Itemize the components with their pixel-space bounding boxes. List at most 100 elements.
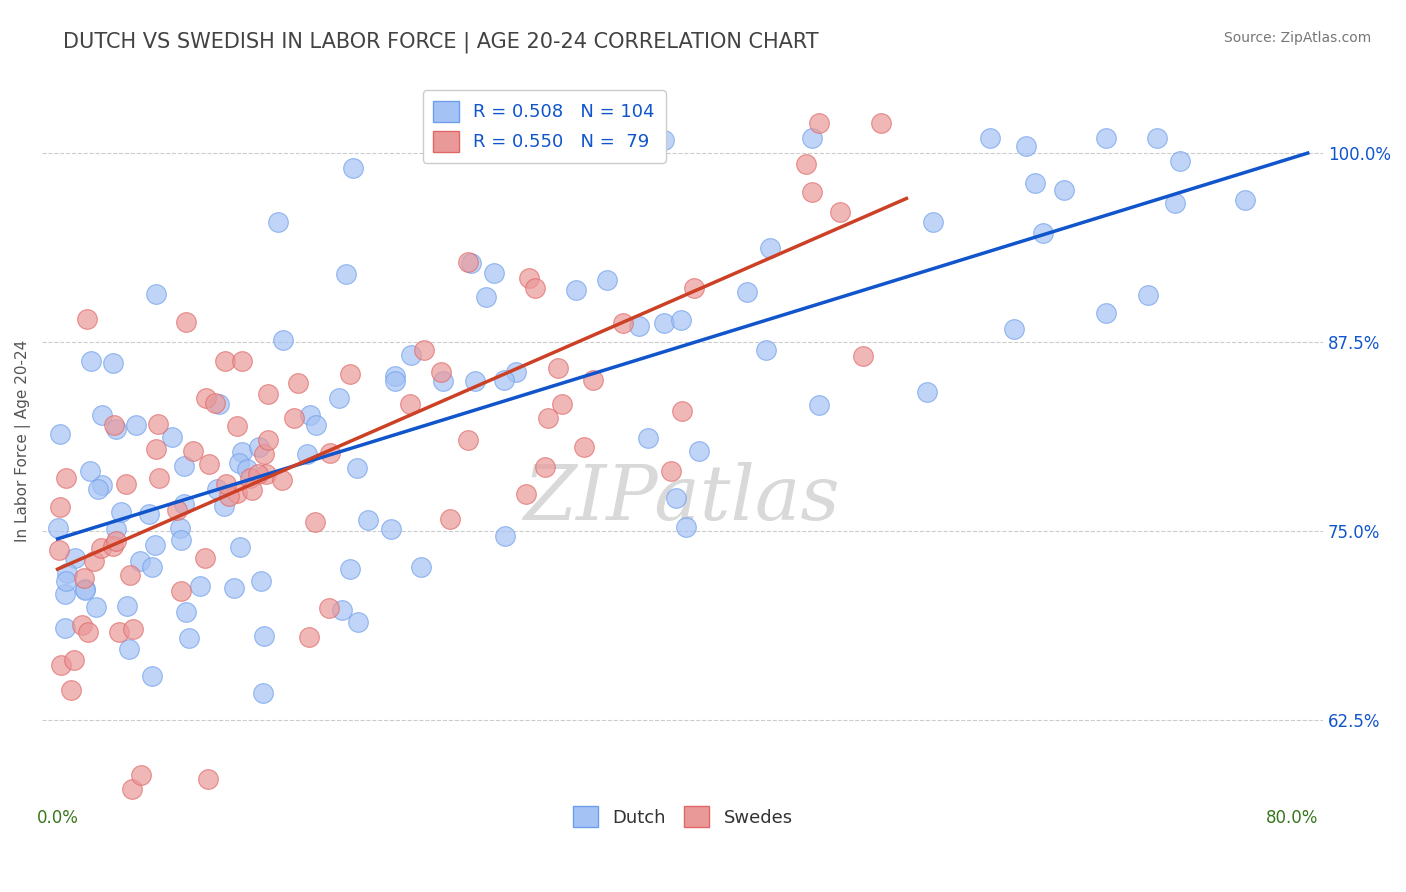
Point bbox=[90, 541, 112, 555]
Point bbox=[537, 410, 560, 425]
Point bbox=[494, 529, 516, 543]
Point bbox=[357, 513, 380, 527]
Point bbox=[170, 584, 193, 599]
Point bbox=[979, 131, 1001, 145]
Point bbox=[534, 459, 557, 474]
Point bbox=[807, 398, 830, 412]
Point bbox=[257, 434, 280, 448]
Point bbox=[249, 574, 271, 588]
Point bbox=[214, 354, 236, 368]
Point bbox=[318, 601, 340, 615]
Point bbox=[240, 483, 263, 498]
Point bbox=[173, 497, 195, 511]
Point bbox=[915, 385, 938, 400]
Point bbox=[108, 625, 131, 640]
Point bbox=[384, 368, 406, 383]
Point bbox=[120, 568, 142, 582]
Point bbox=[118, 642, 141, 657]
Point bbox=[179, 631, 201, 645]
Point bbox=[671, 404, 693, 418]
Point bbox=[105, 522, 128, 536]
Point bbox=[141, 669, 163, 683]
Point bbox=[807, 116, 830, 130]
Point bbox=[665, 491, 688, 505]
Point bbox=[304, 516, 326, 530]
Point bbox=[460, 256, 482, 270]
Point bbox=[1234, 194, 1257, 208]
Point bbox=[195, 392, 218, 406]
Point bbox=[239, 471, 262, 485]
Point bbox=[1031, 227, 1053, 241]
Point bbox=[183, 444, 205, 458]
Point bbox=[439, 512, 461, 526]
Point bbox=[517, 271, 540, 285]
Point bbox=[335, 267, 357, 281]
Text: DUTCH VS SWEDISH IN LABOR FORCE | AGE 20-24 CORRELATION CHART: DUTCH VS SWEDISH IN LABOR FORCE | AGE 20… bbox=[63, 31, 818, 53]
Point bbox=[319, 446, 342, 460]
Point bbox=[197, 772, 219, 786]
Point bbox=[53, 586, 76, 600]
Point bbox=[505, 365, 527, 379]
Point bbox=[332, 603, 354, 617]
Point bbox=[129, 554, 152, 568]
Point bbox=[53, 621, 76, 635]
Point bbox=[76, 312, 98, 326]
Point bbox=[204, 396, 226, 410]
Point bbox=[86, 482, 108, 496]
Point bbox=[252, 686, 274, 700]
Point bbox=[247, 441, 270, 455]
Point bbox=[1015, 139, 1038, 153]
Point bbox=[482, 266, 505, 280]
Point bbox=[298, 630, 321, 644]
Point bbox=[564, 283, 586, 297]
Point bbox=[547, 361, 569, 376]
Point bbox=[166, 502, 188, 516]
Point bbox=[231, 354, 253, 368]
Point bbox=[380, 522, 402, 536]
Point bbox=[1170, 153, 1192, 168]
Point bbox=[145, 442, 167, 456]
Point bbox=[305, 417, 328, 432]
Point bbox=[79, 463, 101, 477]
Point bbox=[148, 471, 170, 485]
Point bbox=[229, 540, 252, 554]
Point bbox=[266, 215, 288, 229]
Point bbox=[1024, 176, 1046, 190]
Point bbox=[612, 317, 634, 331]
Point bbox=[83, 554, 105, 568]
Point bbox=[921, 215, 943, 229]
Point bbox=[114, 477, 136, 491]
Point bbox=[212, 499, 235, 513]
Point bbox=[1164, 195, 1187, 210]
Point bbox=[49, 658, 72, 673]
Point bbox=[572, 441, 595, 455]
Point bbox=[1004, 322, 1026, 336]
Point bbox=[1094, 306, 1116, 320]
Point bbox=[75, 583, 97, 598]
Point bbox=[869, 116, 891, 130]
Point bbox=[398, 397, 420, 411]
Point bbox=[270, 473, 292, 487]
Point bbox=[226, 418, 249, 433]
Point bbox=[105, 533, 128, 548]
Point bbox=[384, 374, 406, 388]
Point bbox=[652, 133, 675, 147]
Point bbox=[146, 417, 169, 431]
Point bbox=[457, 433, 479, 447]
Point bbox=[1146, 131, 1168, 145]
Point bbox=[173, 459, 195, 474]
Point bbox=[596, 273, 619, 287]
Point bbox=[48, 520, 70, 534]
Point bbox=[143, 538, 166, 552]
Point bbox=[675, 520, 697, 534]
Point bbox=[174, 315, 197, 329]
Point bbox=[347, 615, 370, 629]
Point bbox=[205, 482, 228, 496]
Legend: Dutch, Swedes: Dutch, Swedes bbox=[565, 799, 800, 835]
Point bbox=[297, 447, 319, 461]
Point bbox=[208, 397, 231, 411]
Point bbox=[801, 131, 824, 145]
Point bbox=[659, 464, 682, 478]
Point bbox=[515, 486, 537, 500]
Point bbox=[115, 599, 138, 614]
